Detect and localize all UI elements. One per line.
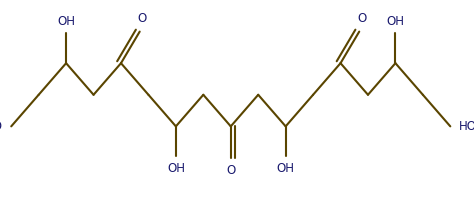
Text: OH: OH [57, 15, 75, 28]
Text: OH: OH [277, 162, 295, 175]
Text: HO: HO [458, 120, 474, 133]
Text: O: O [357, 12, 366, 25]
Text: OH: OH [386, 15, 404, 28]
Text: OH: OH [167, 162, 185, 175]
Text: O: O [137, 12, 147, 25]
Text: O: O [226, 164, 236, 177]
Text: HO: HO [0, 120, 3, 133]
